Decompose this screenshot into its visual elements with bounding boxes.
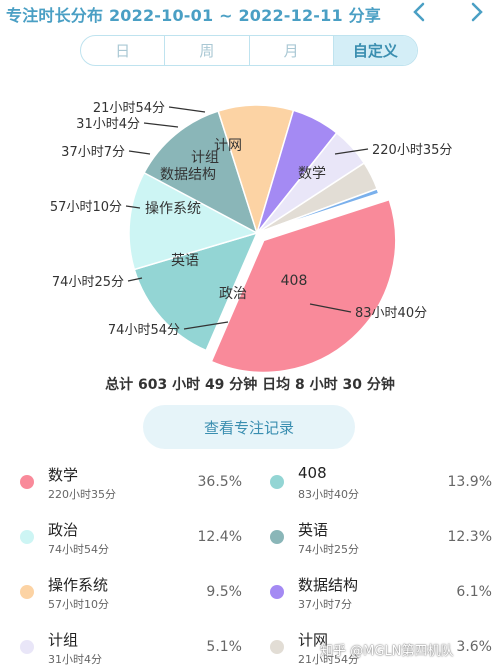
legend-percent: 12.4% bbox=[197, 529, 242, 545]
legend-name: 408 bbox=[298, 464, 327, 482]
page-title: 专注时长分布 2022-10-01 ~ 2022-12-11 分享 bbox=[6, 6, 381, 25]
pie-slice bbox=[256, 187, 380, 234]
slice-value-label: 31小时4分 bbox=[76, 117, 140, 132]
tab-week[interactable]: 周 bbox=[165, 36, 250, 65]
slice-leader-line bbox=[168, 106, 206, 113]
legend-color-dot bbox=[20, 585, 34, 599]
legend-name: 政治 bbox=[48, 521, 79, 539]
slice-name-label: 政治 bbox=[219, 286, 247, 302]
slice-name-label: 数据结构 bbox=[160, 167, 216, 183]
slice-leader-line bbox=[128, 150, 151, 155]
legend-name: 计网 bbox=[298, 631, 329, 649]
slice-name-label: 计组 bbox=[191, 150, 219, 166]
legend-name: 操作系统 bbox=[48, 576, 109, 594]
pie-slice bbox=[217, 104, 295, 236]
header: 专注时长分布 2022-10-01 ~ 2022-12-11 分享 bbox=[0, 0, 500, 28]
legend-time: 74小时54分 bbox=[48, 543, 109, 556]
legend-time: 31小时4分 bbox=[48, 653, 102, 666]
legend-name: 数学 bbox=[48, 466, 79, 484]
slice-value-label: 83小时40分 bbox=[355, 306, 427, 321]
legend-item: 数据结构 37小时7分 6.1% bbox=[250, 572, 500, 612]
chevron-right-icon[interactable] bbox=[466, 0, 486, 29]
chevron-left-icon[interactable] bbox=[410, 0, 430, 29]
pie-slice bbox=[143, 110, 259, 235]
slice-value-label: 21小时54分 bbox=[93, 101, 165, 116]
range-tabs: 日 周 月 自定义 bbox=[80, 35, 418, 66]
tab-month[interactable]: 月 bbox=[250, 36, 334, 65]
slice-leader-line bbox=[143, 122, 179, 128]
legend-name: 数据结构 bbox=[298, 576, 359, 594]
legend-percent: 3.6% bbox=[456, 639, 492, 655]
watermark: 知乎 @MGLN第四机队 bbox=[320, 644, 454, 659]
legend-percent: 36.5% bbox=[197, 474, 242, 490]
slice-leader-line bbox=[125, 205, 141, 209]
slice-name-label: 数学 bbox=[298, 166, 326, 182]
legend-percent: 5.1% bbox=[206, 639, 242, 655]
slice-leader-line bbox=[334, 148, 369, 155]
slice-value-label: 220小时35分 bbox=[372, 143, 452, 158]
slice-leader-line bbox=[127, 277, 143, 282]
total-summary: 总计 603 小时 49 分钟 日均 8 小时 30 分钟 bbox=[105, 377, 395, 393]
tab-custom[interactable]: 自定义 bbox=[333, 36, 417, 65]
pie-slice bbox=[128, 171, 259, 271]
legend-item: 英语 74小时25分 12.3% bbox=[250, 517, 500, 557]
legend-color-dot bbox=[20, 475, 34, 489]
legend-time: 83小时40分 bbox=[298, 488, 359, 501]
legend-color-dot bbox=[20, 640, 34, 654]
legend-item: 数学 220小时35分 36.5% bbox=[0, 462, 250, 502]
pie-slice bbox=[210, 198, 397, 372]
slice-name-label: 计网 bbox=[214, 138, 242, 154]
slice-value-label: 74小时54分 bbox=[108, 323, 180, 338]
legend-time: 74小时25分 bbox=[298, 543, 359, 556]
legend-color-dot bbox=[270, 585, 284, 599]
legend-percent: 13.9% bbox=[447, 474, 492, 490]
slice-value-label: 74小时25分 bbox=[52, 275, 124, 290]
slice-value-label: 57小时10分 bbox=[50, 200, 122, 215]
legend-percent: 12.3% bbox=[447, 529, 492, 545]
tab-day[interactable]: 日 bbox=[81, 36, 166, 65]
pie-chart: 数学 220小时35分 408 83小时40分 政治 74小时54分 英语 74小时25分 操作… bbox=[50, 101, 452, 372]
legend-color-dot bbox=[270, 640, 284, 654]
legend-name: 计组 bbox=[48, 631, 79, 649]
legend-item: 408 83小时40分 13.9% bbox=[250, 462, 500, 502]
pie-slice bbox=[133, 231, 259, 352]
legend-time: 37小时7分 bbox=[298, 598, 352, 611]
legend-percent: 9.5% bbox=[206, 584, 242, 600]
slice-value-label: 37小时7分 bbox=[61, 145, 125, 160]
slice-name-label: 英语 bbox=[171, 252, 199, 269]
legend-item: 政治 74小时54分 12.4% bbox=[0, 517, 250, 557]
slice-leader-line bbox=[183, 321, 229, 330]
legend-percent: 6.1% bbox=[456, 584, 492, 600]
legend-time: 57小时10分 bbox=[48, 598, 109, 611]
slice-name-label: 408 bbox=[281, 273, 308, 289]
view-records-button[interactable]: 查看专注记录 bbox=[143, 405, 355, 449]
slice-name-label: 操作系统 bbox=[145, 201, 201, 217]
legend-color-dot bbox=[20, 530, 34, 544]
legend-name: 英语 bbox=[298, 521, 329, 539]
legend-item: 计网 21小时54分 3.6% bbox=[250, 627, 500, 667]
legend-color-dot bbox=[270, 530, 284, 544]
legend-color-dot bbox=[270, 475, 284, 489]
legend-item: 计组 31小时4分 5.1% bbox=[0, 627, 250, 667]
legend-item: 操作系统 57小时10分 9.5% bbox=[0, 572, 250, 612]
legend-time: 220小时35分 bbox=[48, 488, 116, 501]
legend-time: 21小时54分 bbox=[298, 653, 359, 666]
slice-leader-line bbox=[309, 303, 352, 313]
